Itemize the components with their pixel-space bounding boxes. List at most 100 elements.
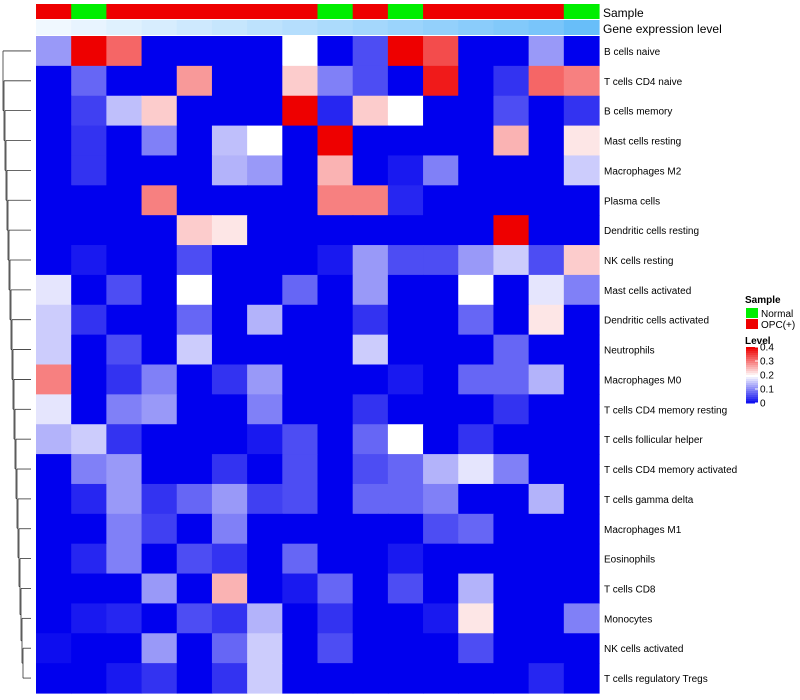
heatmap-cell [176,125,213,157]
heatmap-cell [528,185,565,216]
heatmap-cell [563,364,600,395]
heatmap-cell [563,633,600,664]
heatmap-cell [458,65,495,97]
heatmap-cell [458,125,495,157]
heatmap-cell [352,65,389,97]
sample-annotation-cell [528,4,565,19]
colorbar-step [746,385,758,388]
heatmap-cell [423,483,459,515]
sample-annotation-cell [458,4,495,19]
legend-sample: Sample Normal OPC(+) [745,295,795,331]
heatmap-cell [36,304,72,336]
heatmap-cell [458,513,495,545]
heatmap-cell [247,125,283,157]
heatmap-cell [106,125,143,157]
heatmap-cell [423,513,459,545]
heatmap-cell [106,513,143,545]
heatmap-cell [387,274,424,306]
row-label: Mast cells resting [604,137,681,148]
heatmap-cell [563,245,600,276]
row-label: T cells gamma delta [604,495,694,506]
heatmap-cell [317,454,354,485]
heatmap-cell [423,334,459,366]
heatmap-cell [387,185,424,216]
heatmap-cell [36,215,72,246]
heatmap-cell [106,394,143,425]
heatmap-cell [247,394,283,425]
sample-annotation-cell [36,4,72,19]
legend-level-colorbar [746,347,758,404]
heatmap-cell [528,245,565,276]
heatmap-cell [176,95,213,127]
heatmap-cell [247,95,283,127]
heatmap-cell [528,394,565,425]
row-label: Monocytes [604,614,652,625]
heatmap-cell [36,483,72,515]
annotation-track-labels: Sample Gene expression level [603,6,722,36]
heatmap-cell [458,454,495,485]
heatmap-cell [176,483,213,515]
heatmap-cell [423,364,459,395]
heatmap-cell [176,454,213,485]
row-label: Macrophages M1 [604,525,682,536]
heatmap-cell [387,424,424,455]
heatmap-cell [352,454,389,485]
heatmap-cell [563,513,600,545]
heatmap-cell [317,513,354,545]
heatmap-cell [493,185,530,216]
heatmap-cell [563,155,600,186]
heatmap-cell [387,334,424,366]
colorbar-step [746,355,758,358]
heatmap-cell [387,543,424,575]
heatmap-cell [247,573,283,605]
heatmap-cell [423,543,459,575]
heatmap-cell [458,663,495,694]
heatmap-cell [528,424,565,455]
expression-level-cell [141,20,178,35]
heatmap-cell [36,394,72,425]
row-label: Dendritic cells resting [604,226,699,237]
row-labels: B cells naive T cells CD4 naive B cells me… [604,47,737,685]
heatmap-cell [563,663,600,694]
colorbar-tick-label: 0.1 [760,385,774,396]
sample-annotation-cell [563,4,600,19]
sample-annotation-cell [247,4,283,19]
heatmap-cell [423,95,459,127]
annotation-label-expression: Gene expression level [603,22,722,36]
heatmap-cell [317,36,354,67]
row-label: NK cells activated [604,644,683,655]
heatmap-cell [352,364,389,395]
heatmap-cell [247,364,283,395]
heatmap-cell [211,274,248,306]
heatmap-cell [458,274,495,306]
heatmap-cell [247,513,283,545]
expression-level-cell [352,20,389,35]
heatmap-cell [176,603,213,634]
heatmap-cell [211,424,248,455]
heatmap-cell [317,274,354,306]
row-dendrogram [2,50,31,679]
colorbar-step [746,357,758,360]
expression-level-cell [71,20,107,35]
heatmap-cell [36,364,72,395]
heatmap-cell [211,304,248,336]
heatmap-cell [563,603,600,634]
expression-level-cell [36,20,72,35]
heatmap-cell [36,155,72,186]
heatmap-cell [176,424,213,455]
heatmap-cell [528,364,565,395]
row-label: T cells CD4 memory resting [604,405,727,416]
heatmap-cell [176,215,213,246]
colorbar-step [746,375,758,378]
heatmap-cell [282,543,319,575]
heatmap-cell [458,215,495,246]
heatmap-cell [176,543,213,575]
heatmap-cell [423,633,459,664]
row-label: T cells follicular helper [604,435,703,446]
heatmap-cell [36,185,72,216]
row-label: T cells CD4 memory activated [604,465,737,476]
heatmap-cell [282,633,319,664]
heatmap-cell [106,304,143,336]
heatmap-cell [106,95,143,127]
heatmap-cell [282,334,319,366]
